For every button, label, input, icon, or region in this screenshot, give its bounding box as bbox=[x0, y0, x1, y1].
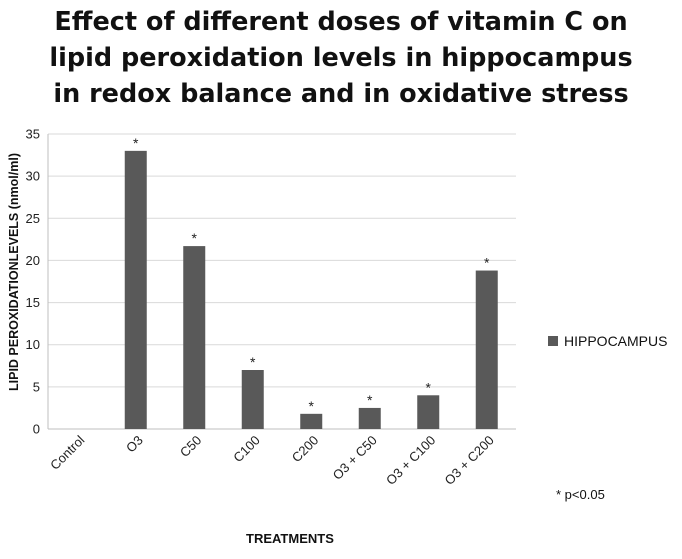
bar bbox=[475, 270, 498, 429]
x-tick-label: Control bbox=[47, 432, 87, 472]
y-axis-label: LIPID PEROXIDATIONLEVELS (nmol/ml) bbox=[7, 153, 21, 391]
legend-label: HIPPOCAMPUS bbox=[564, 333, 668, 349]
bar bbox=[124, 150, 147, 429]
x-tick-label: O3 + C100 bbox=[383, 433, 438, 488]
y-tick-label: 30 bbox=[26, 169, 40, 184]
legend-swatch bbox=[548, 336, 558, 346]
bar bbox=[417, 395, 440, 429]
y-tick-label: 5 bbox=[33, 379, 40, 394]
title-line-2: lipid peroxidation levels in hippocampus bbox=[49, 43, 633, 73]
x-tick-label: O3 + C50 bbox=[330, 433, 380, 483]
significance-star: * bbox=[250, 354, 256, 370]
y-tick-label: 0 bbox=[33, 422, 40, 437]
y-tick-label: 10 bbox=[26, 337, 40, 352]
x-tick-label: C100 bbox=[230, 433, 263, 466]
y-tick-label: 20 bbox=[26, 253, 40, 268]
significance-star: * bbox=[484, 255, 490, 271]
x-tick-label: O3 bbox=[123, 433, 146, 456]
y-tick-label: 25 bbox=[26, 211, 40, 226]
y-tick-label: 35 bbox=[26, 127, 40, 142]
x-tick-label: O3 + C200 bbox=[442, 433, 497, 488]
x-tick-label: C200 bbox=[289, 433, 322, 466]
significance-note: * p<0.05 bbox=[556, 487, 605, 502]
significance-star: * bbox=[367, 392, 373, 408]
significance-star: * bbox=[426, 379, 432, 395]
bar bbox=[183, 246, 206, 429]
y-tick-label: 15 bbox=[26, 295, 40, 310]
significance-star: * bbox=[133, 135, 139, 151]
x-tick-label: C50 bbox=[177, 433, 204, 460]
title-line-1: Effect of different doses of vitamin C o… bbox=[54, 7, 628, 37]
significance-star: * bbox=[309, 398, 315, 414]
bar bbox=[300, 413, 323, 429]
title-line-3: in redox balance and in oxidative stress bbox=[53, 79, 629, 109]
bar bbox=[358, 407, 381, 429]
chart-title: Effect of different doses of vitamin C o… bbox=[0, 4, 682, 112]
legend: HIPPOCAMPUS bbox=[548, 333, 667, 349]
significance-star: * bbox=[192, 230, 198, 246]
bar bbox=[241, 370, 264, 429]
x-axis-label: TREATMENTS bbox=[246, 531, 334, 546]
